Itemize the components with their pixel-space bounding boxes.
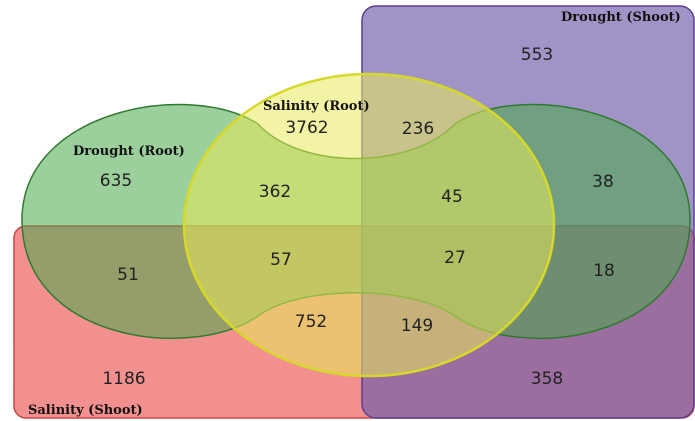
region-count-sr-ss: 752 xyxy=(295,312,327,332)
region-count-dr-ss: 51 xyxy=(117,265,139,285)
region-count-salinity-root-only: 3762 xyxy=(285,118,328,138)
drought-shoot-label: Drought (Shoot) xyxy=(561,10,681,25)
region-count-dr-sr: 362 xyxy=(259,182,291,202)
region-count-drought-root-only: 635 xyxy=(100,171,132,191)
region-count-dr-ss-ds: 18 xyxy=(593,261,615,281)
region-count-ss-ds: 358 xyxy=(531,369,563,389)
region-count-drought-shoot-only: 553 xyxy=(521,45,553,65)
salinity-shoot-label: Salinity (Shoot) xyxy=(28,403,143,418)
region-count-dr-sr-ss: 57 xyxy=(270,250,292,270)
drought-root-label: Drought (Root) xyxy=(73,144,185,159)
region-count-salinity-shoot-only: 1186 xyxy=(102,369,145,389)
region-count-sr-ds: 236 xyxy=(402,119,434,139)
region-count-dr-sr-ds: 45 xyxy=(441,187,463,207)
region-count-all-four: 27 xyxy=(444,248,466,268)
salinity-root-set xyxy=(182,72,556,378)
region-count-dr-ds: 38 xyxy=(592,172,614,192)
salinity-root-label: Salinity (Root) xyxy=(263,99,370,114)
region-count-sr-ss-ds: 149 xyxy=(401,316,433,336)
